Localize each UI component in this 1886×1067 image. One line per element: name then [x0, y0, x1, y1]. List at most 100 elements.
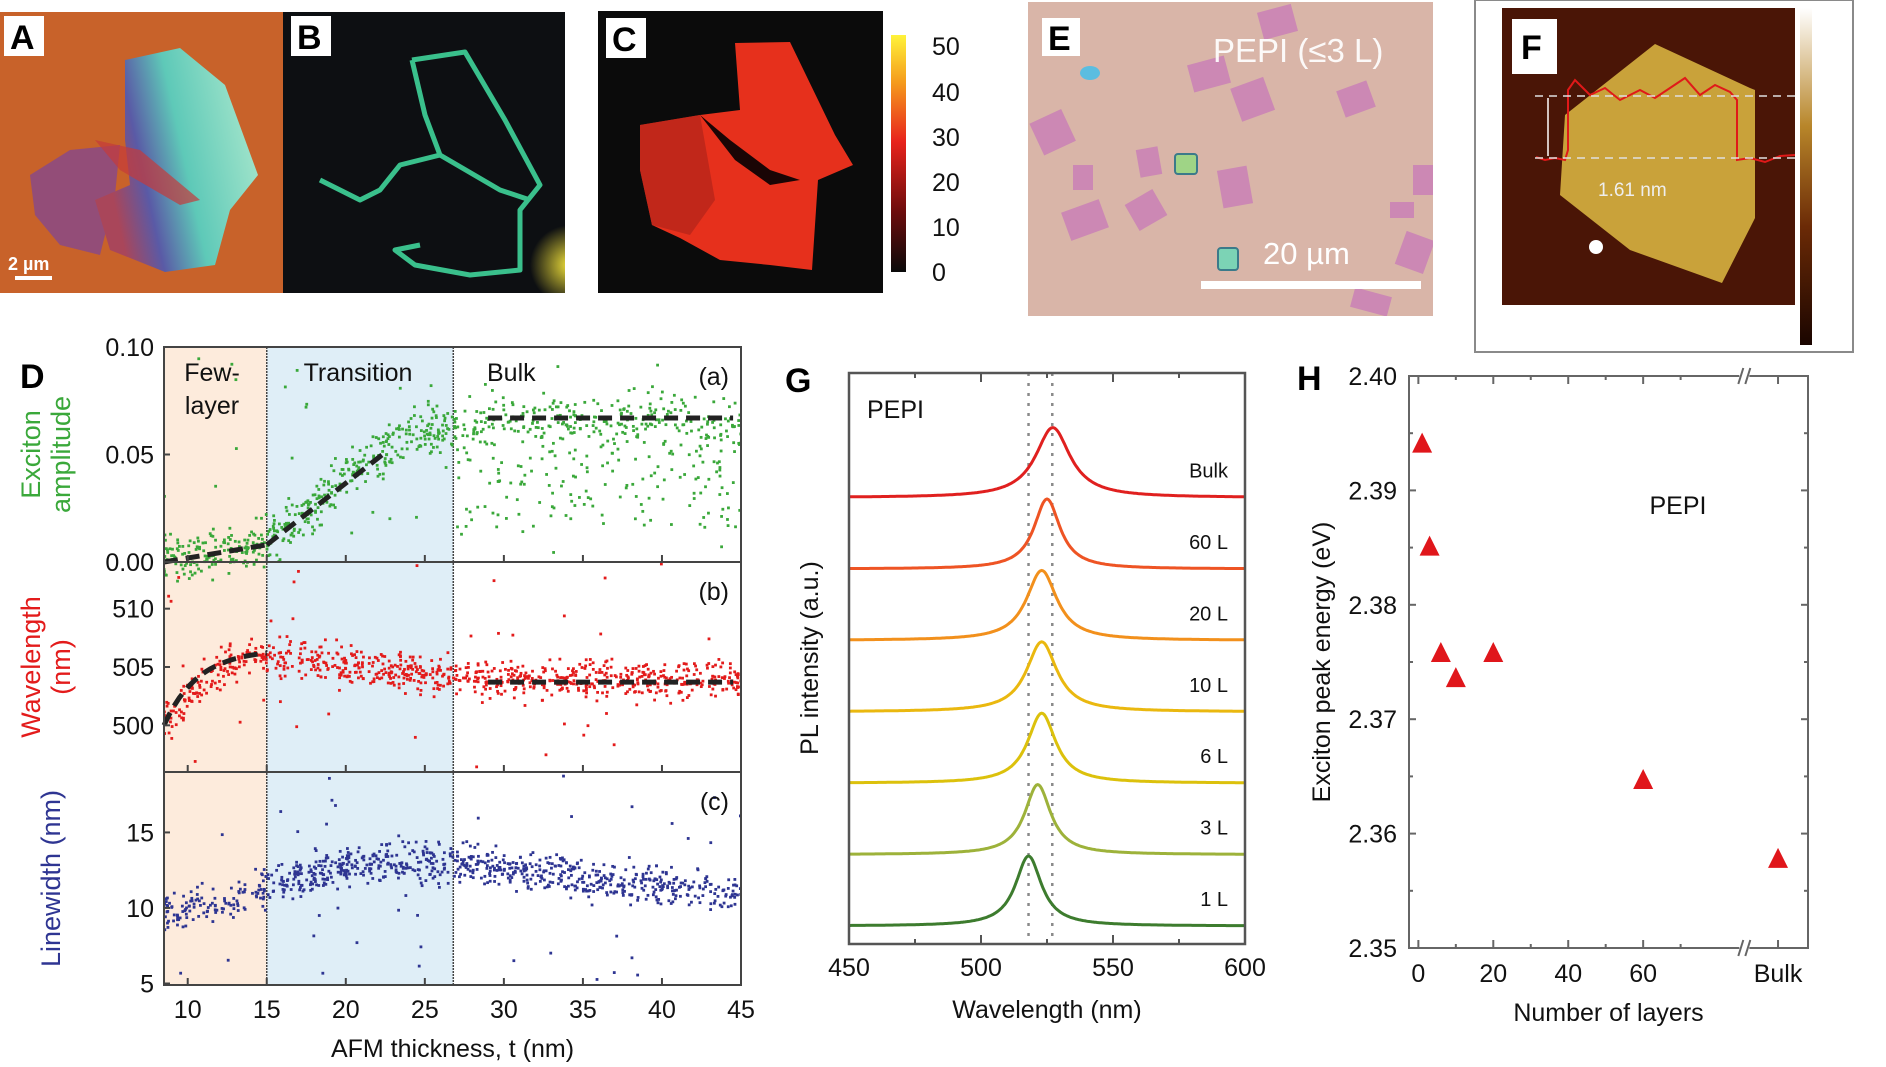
data-point — [724, 894, 728, 898]
data-point — [625, 440, 629, 443]
data-point — [399, 650, 402, 654]
data-point — [531, 419, 535, 422]
data-point — [176, 923, 179, 927]
data-point — [287, 521, 291, 525]
data-point — [316, 517, 319, 521]
data-point — [169, 720, 172, 724]
data-point — [635, 873, 638, 877]
data-point — [315, 497, 319, 501]
data-point — [430, 416, 434, 420]
data-point — [698, 884, 702, 888]
data-point — [632, 387, 636, 390]
data-point — [441, 438, 445, 442]
data-point — [526, 886, 530, 890]
data-point — [659, 902, 663, 906]
data-point — [419, 945, 423, 949]
data-point — [655, 864, 658, 868]
data-point — [506, 876, 510, 880]
data-point — [596, 888, 600, 892]
data-point — [585, 889, 588, 893]
data-point — [685, 674, 689, 678]
data-point — [199, 903, 202, 907]
data-point — [561, 437, 565, 441]
data-point — [673, 897, 677, 901]
data-point — [666, 409, 670, 413]
data-point — [352, 463, 356, 466]
data-point — [728, 671, 732, 675]
data-point — [404, 673, 408, 676]
data-point — [528, 456, 532, 460]
data-point — [509, 481, 513, 485]
data-point — [263, 908, 267, 912]
data-point — [397, 834, 401, 838]
data-point — [357, 460, 361, 464]
data-point — [172, 919, 175, 923]
data-point — [298, 528, 302, 532]
data-point — [403, 667, 406, 671]
data-point — [346, 869, 350, 873]
data-point — [377, 437, 381, 441]
data-point — [259, 659, 263, 663]
data-point — [674, 894, 678, 898]
data-point — [453, 425, 456, 428]
data-point — [372, 454, 376, 458]
panel-d-labels: 0.000.050.10(a)Exciton amplitude500505510… — [16, 334, 755, 1063]
data-point — [275, 868, 279, 872]
data-point — [581, 874, 585, 878]
data-point — [668, 677, 672, 681]
data-point — [414, 665, 418, 669]
data-point — [544, 869, 548, 873]
data-point — [483, 440, 487, 444]
data-point — [340, 645, 343, 649]
data-point — [169, 709, 173, 713]
data-point — [327, 488, 331, 492]
data-point — [268, 528, 272, 531]
data-point — [429, 426, 433, 430]
data-point — [536, 874, 540, 877]
data-point — [241, 890, 245, 894]
data-point — [502, 408, 506, 412]
data-point — [164, 573, 168, 577]
data-point — [442, 684, 445, 688]
data-point — [345, 460, 349, 464]
data-point — [667, 899, 671, 903]
data-point — [558, 436, 562, 440]
data-point — [688, 504, 692, 507]
data-point — [547, 861, 551, 865]
data-point — [486, 853, 490, 857]
data-point — [372, 677, 376, 681]
data-point — [368, 867, 371, 870]
data-point — [431, 667, 435, 671]
data-point — [529, 887, 533, 891]
data-point — [227, 648, 231, 652]
data-point — [573, 888, 577, 892]
data-point — [711, 687, 715, 691]
colorbar-tick-label: 10 — [932, 214, 960, 242]
data-point — [321, 884, 325, 887]
data-point — [399, 663, 403, 667]
data-point — [476, 677, 480, 680]
data-point — [283, 674, 287, 678]
data-point — [592, 890, 596, 893]
y-tick-label: 510 — [112, 596, 154, 624]
data-point — [728, 666, 732, 670]
data-point — [603, 881, 607, 885]
data-point — [312, 877, 316, 881]
data-point — [522, 426, 526, 429]
data-point — [726, 435, 729, 438]
data-point — [480, 701, 484, 704]
data-point — [605, 712, 608, 715]
data-point — [371, 510, 375, 514]
data-point — [350, 652, 353, 656]
data-point — [497, 471, 501, 475]
data-point — [522, 879, 526, 883]
data-point — [189, 899, 193, 903]
data-point — [317, 864, 321, 867]
data-point — [223, 897, 226, 900]
data-point — [404, 894, 408, 897]
data-point — [300, 872, 303, 876]
data-point — [683, 879, 687, 883]
data-point — [710, 677, 714, 681]
data-point — [399, 864, 403, 868]
